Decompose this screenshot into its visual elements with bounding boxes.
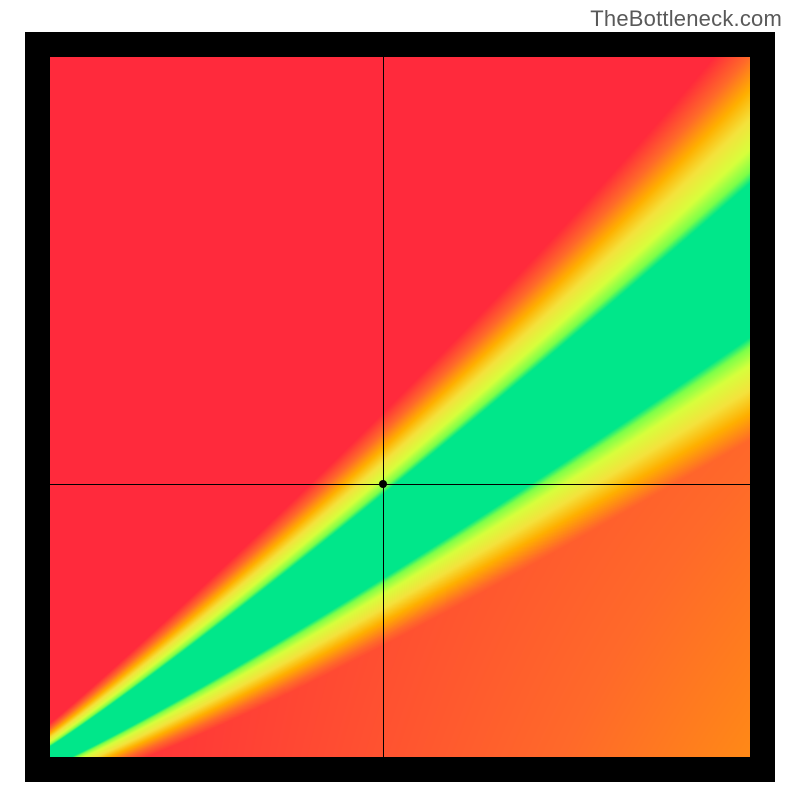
chart-container: TheBottleneck.com [0,0,800,800]
crosshair-vertical [383,57,384,757]
heatmap-canvas [50,57,750,757]
watermark-text: TheBottleneck.com [590,6,782,32]
marker-dot [379,480,387,488]
chart-plot-area [50,57,750,757]
chart-outer-border [25,32,775,782]
crosshair-horizontal [50,484,750,485]
